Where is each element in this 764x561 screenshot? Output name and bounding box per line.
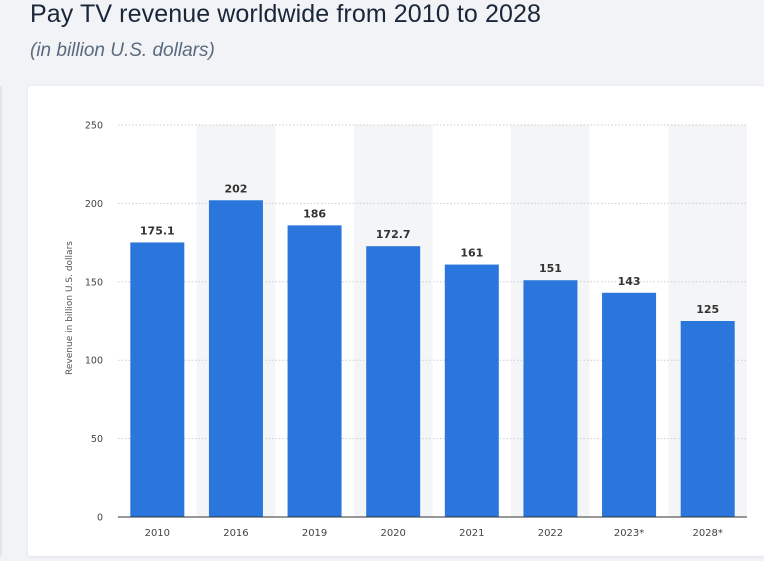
bar[interactable] — [366, 246, 421, 517]
page-title: Pay TV revenue worldwide from 2010 to 20… — [30, 0, 541, 28]
bar[interactable] — [602, 292, 657, 517]
x-axis-ticks: 2010 2016 2019 2020 2021 2022 2023* 2028* — [145, 528, 723, 539]
y-axis-ticks: 0 50 100 150 200 250 — [85, 121, 103, 524]
bar-value-label: 202 — [224, 182, 247, 195]
bar-value-label: 143 — [618, 275, 641, 288]
x-tick-label: 2019 — [302, 528, 327, 539]
bar-value-label: 151 — [539, 262, 562, 275]
bar[interactable] — [523, 280, 578, 517]
x-tick-label: 2016 — [223, 528, 248, 539]
y-tick-label: 0 — [97, 513, 103, 524]
y-axis-label: Revenue in billion U.S. dollars — [65, 241, 75, 375]
bar[interactable] — [680, 321, 735, 517]
bar-value-label: 175.1 — [140, 224, 175, 237]
bar[interactable] — [208, 200, 263, 517]
y-tick-label: 150 — [85, 277, 103, 288]
page-subtitle: (in billion U.S. dollars) — [30, 40, 215, 61]
bar-value-label: 172.7 — [376, 228, 411, 241]
bar[interactable] — [444, 264, 499, 517]
bar-value-label: 161 — [460, 247, 483, 260]
x-tick-label: 2021 — [459, 528, 484, 539]
x-tick-label: 2028* — [692, 528, 722, 539]
x-tick-label: 2010 — [145, 528, 170, 539]
x-tick-label: 2022 — [538, 528, 563, 539]
bar[interactable] — [287, 225, 342, 518]
bar-value-label: 125 — [696, 303, 719, 316]
bar-chart: 0 50 100 150 200 250 175.1 202 186 172.7 161 151 14… — [65, 121, 747, 539]
left-divider — [0, 86, 2, 556]
y-tick-label: 100 — [85, 356, 103, 367]
y-tick-label: 50 — [91, 434, 103, 445]
bar[interactable] — [130, 242, 185, 517]
value-labels: 175.1 202 186 172.7 161 151 143 125 — [140, 182, 719, 316]
bar-value-label: 186 — [303, 207, 326, 220]
y-tick-label: 250 — [85, 121, 103, 132]
y-tick-label: 200 — [85, 199, 103, 210]
x-tick-label: 2020 — [380, 528, 405, 539]
bars — [130, 200, 735, 518]
chart-card: 0 50 100 150 200 250 175.1 202 186 172.7 161 151 14… — [28, 86, 764, 556]
x-tick-label: 2023* — [614, 528, 644, 539]
